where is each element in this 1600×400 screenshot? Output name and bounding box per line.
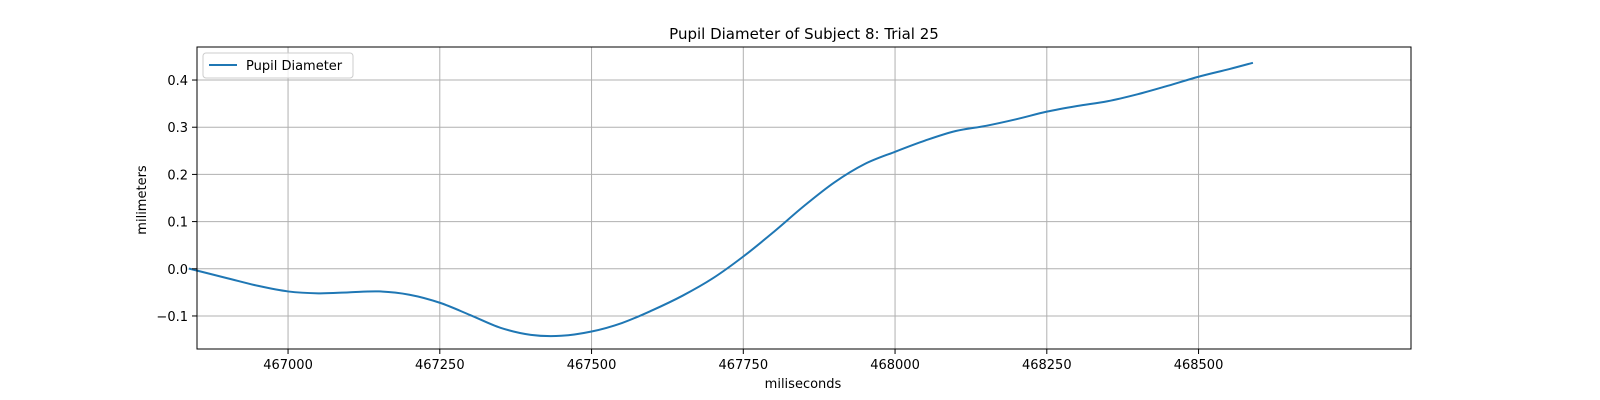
x-tick-label: 467750 — [718, 358, 768, 373]
y-tick-label: 0.4 — [167, 74, 188, 89]
plot-area-frame — [196, 46, 1412, 350]
grid — [197, 47, 1411, 349]
legend: Pupil Diameter — [202, 52, 354, 79]
x-tick-label: 468250 — [1022, 358, 1072, 373]
y-tick-label: 0.0 — [167, 263, 188, 278]
series-layer — [188, 61, 1254, 338]
series-line-pupil-diameter — [188, 61, 1254, 338]
x-tick-label: 468000 — [870, 358, 920, 373]
x-axis-label: miliseconds — [765, 377, 842, 392]
legend-label: Pupil Diameter — [246, 59, 343, 74]
legend-box — [202, 52, 354, 79]
chart-title: Pupil Diameter of Subject 8: Trial 25 — [669, 25, 939, 43]
y-tick-label: 0.2 — [167, 168, 188, 183]
y-axis-label: milimeters — [135, 165, 150, 235]
x-tick-label: 468500 — [1174, 358, 1224, 373]
axis-ticks: 467000 467250 467500 467750 468000 468250 4685… — [156, 74, 1223, 373]
x-tick-label: 467000 — [263, 358, 313, 373]
x-tick-label: 467500 — [567, 358, 617, 373]
y-tick-label: 0.1 — [167, 216, 188, 231]
y-tick-label: 0.3 — [167, 121, 188, 136]
x-tick-label: 467250 — [415, 358, 465, 373]
y-tick-label: −0.1 — [156, 310, 188, 325]
